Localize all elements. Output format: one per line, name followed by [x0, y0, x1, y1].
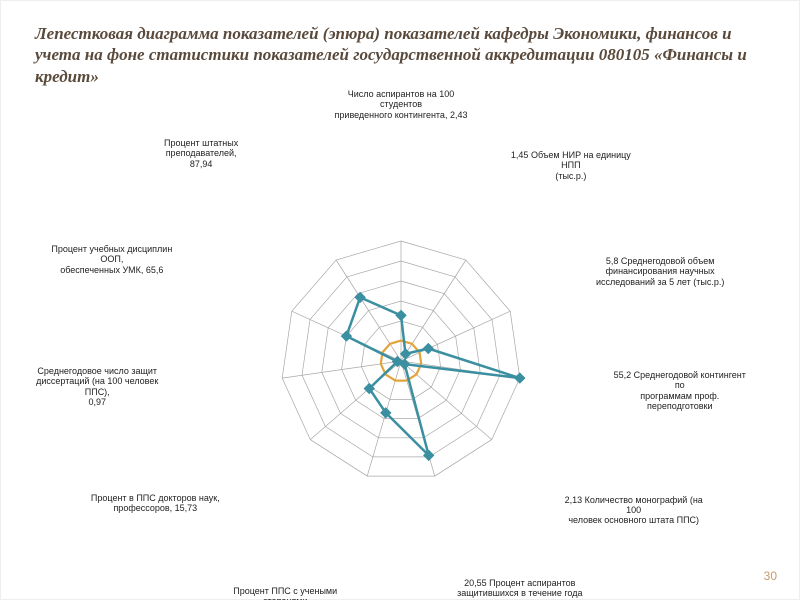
axis-label: Процент в ППС докторов наук, профессоров…: [85, 493, 225, 514]
axis-label: 55,2 Среднегодовой контингент по програм…: [610, 370, 750, 411]
axis-label: Число аспирантов на 100 студентов привед…: [331, 89, 471, 120]
axis-label: Среднегодовое число защит диссертаций (н…: [27, 366, 167, 407]
axis-label: Процент штатных преподавателей, 87,94: [131, 138, 271, 169]
axis-label: Процент ППС с учеными степенями и/или зв…: [215, 586, 355, 600]
axis-label: 5,8 Среднегодовой объем финансирования н…: [590, 256, 730, 287]
axis-label: 20,55 Процент аспирантов защитившихся в …: [450, 578, 590, 600]
axis-label: 2,13 Количество монографий (на 100 челов…: [564, 495, 704, 526]
axis-label: Процент учебных дисциплин ООП, обеспечен…: [42, 244, 182, 275]
page-number: 30: [764, 569, 777, 583]
slide-title: Лепестковая диаграмма показателей (эпюра…: [35, 23, 765, 87]
axis-label: 1,45 Объем НИР на единицу НПП (тыс.р.): [501, 150, 641, 181]
radar-chart: Число аспирантов на 100 студентов привед…: [1, 131, 800, 571]
